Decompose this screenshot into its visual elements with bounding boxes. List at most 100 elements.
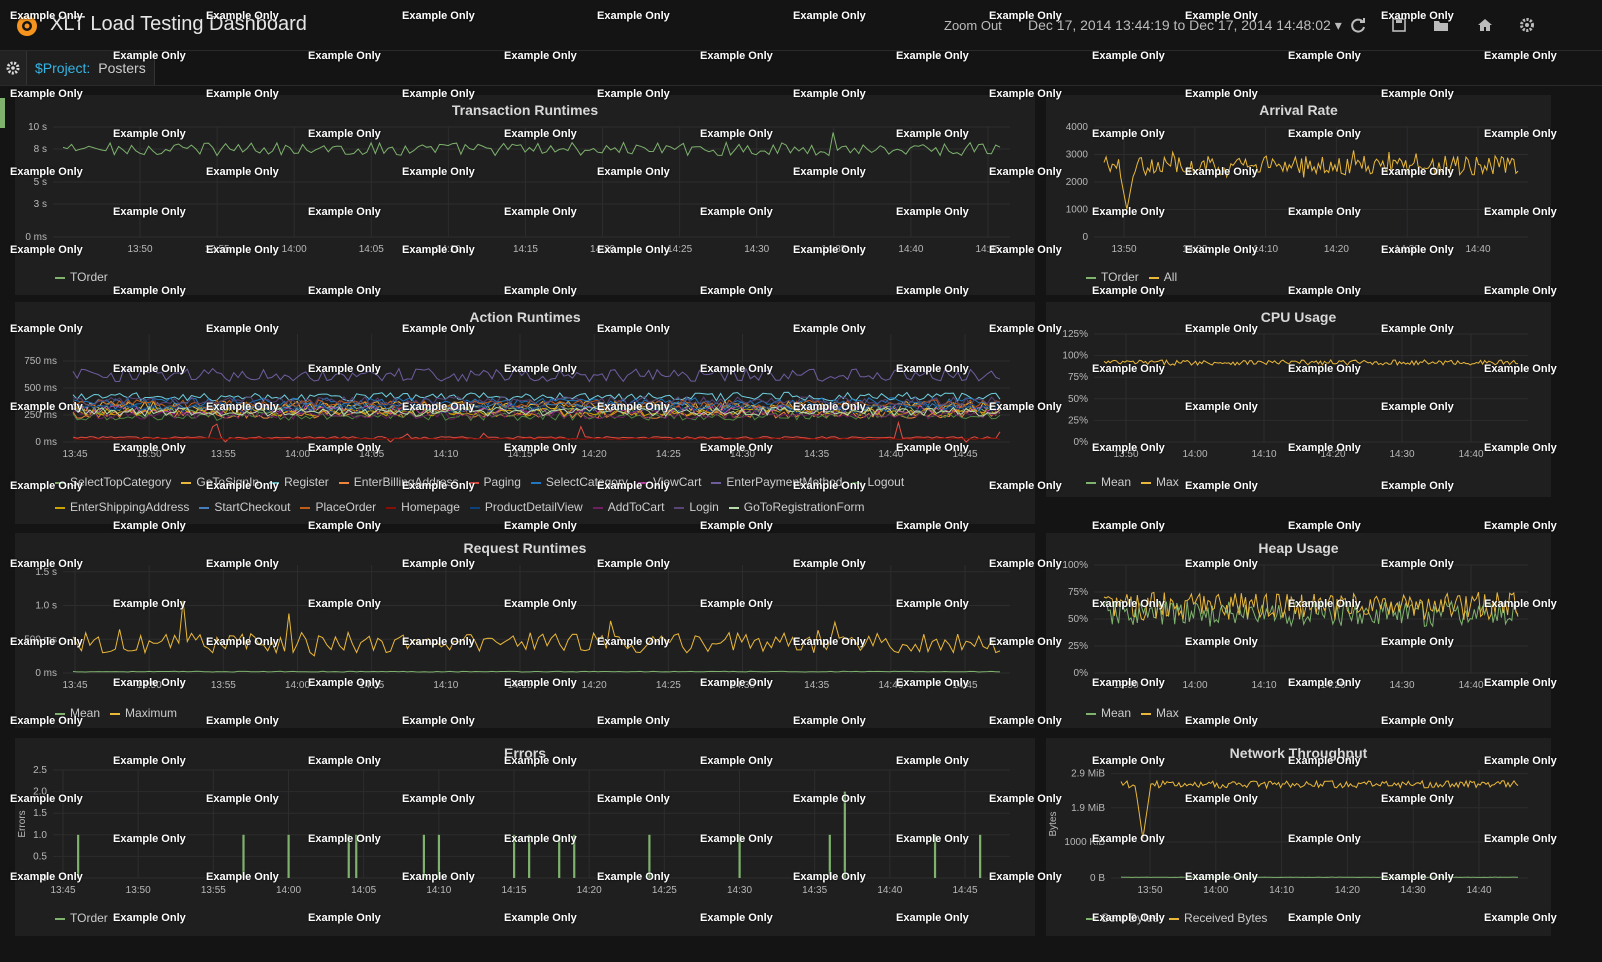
- legend-label: TOrder: [1101, 270, 1139, 284]
- legend-item[interactable]: TOrder: [55, 265, 108, 290]
- legend-item[interactable]: StartCheckout: [199, 495, 290, 520]
- legend-label: EnterShippingAddress: [70, 500, 190, 514]
- legend-item[interactable]: Paging: [468, 470, 521, 495]
- x-tick-label: 14:40: [1458, 680, 1483, 691]
- panel-title[interactable]: Action Runtimes: [469, 309, 581, 325]
- series-line-max: [1103, 591, 1519, 621]
- panel-cpu-usage: CPU Usage 0% 25% 50% 75% 100% 125% 13:50 14:00 1…: [1046, 302, 1551, 497]
- legend-item[interactable]: Mean: [55, 701, 100, 726]
- legend-item[interactable]: Mean: [1086, 470, 1131, 495]
- network-throughput-chart[interactable]: 0 B 1000 KiB 1.9 MiB 2.9 MiB 13:50 14:00 14:10…: [1046, 738, 1551, 936]
- legend-item[interactable]: Maximum: [110, 701, 177, 726]
- legend-item[interactable]: PlaceOrder: [300, 495, 376, 520]
- panel-title[interactable]: Arrival Rate: [1259, 102, 1338, 118]
- x-tick-label: 14:30: [1401, 885, 1426, 896]
- home-icon[interactable]: [1476, 16, 1494, 34]
- legend-item[interactable]: GoToRegistrationForm: [728, 495, 865, 520]
- error-bar: [528, 834, 531, 878]
- x-tick-label: 14:40: [898, 244, 923, 255]
- legend-item[interactable]: TOrder: [55, 906, 108, 931]
- legend-label: PlaceOrder: [315, 500, 377, 514]
- save-icon[interactable]: [1390, 16, 1408, 34]
- heap-usage-chart[interactable]: 0% 25% 50% 75% 100% 13:50 14:00 14:10 14:20 14:30…: [1046, 533, 1551, 728]
- x-tick-label: 14:45: [952, 885, 977, 896]
- panel-title[interactable]: Network Throughput: [1229, 745, 1368, 761]
- legend-item[interactable]: Sent Bytes: [1086, 906, 1159, 931]
- legend-item[interactable]: AddToCart: [592, 495, 664, 520]
- legend-swatch: [55, 276, 65, 279]
- series-line-register: [72, 391, 1001, 402]
- legend-swatch: [386, 506, 397, 509]
- legend-item[interactable]: Login: [674, 495, 719, 520]
- legend-item[interactable]: ViewCart: [637, 470, 701, 495]
- chart-legend: TOrder: [55, 265, 1025, 290]
- panel-title[interactable]: Transaction Runtimes: [451, 102, 599, 118]
- legend-row: Sent Bytes Received Bytes: [1086, 906, 1541, 931]
- dashboard-settings-icon[interactable]: [0, 51, 27, 85]
- x-tick-label: 14:40: [1465, 244, 1490, 255]
- legend-item[interactable]: Max: [1141, 701, 1179, 726]
- series-line-torder: [62, 132, 1001, 157]
- action-runtimes-chart[interactable]: 0 ms 250 ms 500 ms 750 ms 13:45 13:50 13:55 14:…: [15, 302, 1035, 524]
- panel-title[interactable]: Heap Usage: [1258, 540, 1339, 556]
- time-range-picker[interactable]: Dec 17, 2014 13:44:19 to Dec 17, 2014 14…: [1028, 17, 1342, 34]
- series-line-maximum: [72, 600, 1001, 657]
- request-runtimes-chart[interactable]: 0 ms 500 ms 1.0 s 1.5 s 13:45 13:50 13:55 14:00…: [15, 533, 1035, 728]
- row-marker[interactable]: [0, 98, 5, 128]
- x-tick-label: 13:45: [50, 885, 75, 896]
- legend-swatch: [674, 506, 685, 509]
- y-tick-label: 0.5: [33, 851, 47, 862]
- legend-label: Paging: [483, 475, 521, 489]
- watermark-text: Example Only: [1092, 520, 1165, 532]
- panel-title[interactable]: CPU Usage: [1260, 309, 1337, 325]
- legend-label: Mean: [1101, 706, 1132, 720]
- series-line-addtocart: [72, 409, 1001, 421]
- legend-item[interactable]: Max: [1141, 470, 1179, 495]
- legend-item[interactable]: All: [1148, 265, 1177, 290]
- y-tick-label: 75%: [1068, 587, 1088, 598]
- error-bar: [573, 834, 576, 878]
- legend-item[interactable]: SelectTopCategory: [55, 470, 171, 495]
- legend-label: Sent Bytes: [1101, 911, 1160, 925]
- arrival-rate-chart[interactable]: 0 1000 2000 3000 4000 13:50 14:00 14:10 14:20 14:…: [1046, 95, 1551, 295]
- open-folder-icon[interactable]: [1432, 16, 1450, 34]
- series-line-selectcategory: [72, 396, 1001, 407]
- legend-item[interactable]: Mean: [1086, 701, 1131, 726]
- legend-row: EnterShippingAddress StartCheckout PlaceOr…: [55, 495, 1025, 520]
- legend-item[interactable]: SelectCategory: [530, 470, 628, 495]
- legend-item[interactable]: ProductDetailView: [469, 495, 583, 520]
- legend-swatch: [469, 506, 480, 509]
- cpu-usage-chart[interactable]: 0% 25% 50% 75% 100% 125% 13:50 14:00 14:10 14:20 1…: [1046, 302, 1551, 497]
- refresh-icon[interactable]: [1349, 16, 1367, 34]
- y-tick-label: 50%: [1068, 394, 1088, 405]
- panel-title[interactable]: Request Runtimes: [463, 540, 587, 556]
- settings-icon[interactable]: [1518, 16, 1536, 34]
- panel-title[interactable]: Errors: [503, 745, 547, 761]
- legend-item[interactable]: GoToSignIn: [181, 470, 259, 495]
- legend-item[interactable]: TOrder: [1086, 265, 1139, 290]
- legend-item[interactable]: Homepage: [386, 495, 460, 520]
- grafana-logo-icon[interactable]: [14, 13, 40, 39]
- x-tick-label: 14:00: [1182, 449, 1207, 460]
- x-tick-label: 14:05: [351, 885, 376, 896]
- x-tick-label: 14:30: [730, 680, 755, 691]
- legend-item[interactable]: Received Bytes: [1169, 906, 1267, 931]
- project-variable-selector[interactable]: $Project: Posters: [27, 51, 155, 85]
- panel-errors: Errors 0 0.5 1.0 1.5 2.0 2.5 13:45 13:50 13:55 14…: [15, 738, 1035, 936]
- dashboard-title[interactable]: XLT Load Testing Dashboard: [50, 13, 307, 35]
- errors-chart[interactable]: 0 0.5 1.0 1.5 2.0 2.5 13:45 13:50 13:55 14:00 14:0…: [15, 738, 1035, 936]
- zoom-out-button[interactable]: Zoom Out: [944, 18, 1002, 33]
- transaction-runtimes-chart[interactable]: 0 ms 3 s 5 s 8 s 10 s 13:50 13:55 14:00 14:05 14:…: [15, 95, 1035, 295]
- legend-swatch: [1141, 712, 1152, 715]
- legend-item[interactable]: EnterBillingAddress: [338, 470, 459, 495]
- legend-item[interactable]: Register: [269, 470, 329, 495]
- x-tick-label: 14:10: [1253, 244, 1278, 255]
- legend-item[interactable]: EnterPaymentMethod: [711, 470, 842, 495]
- x-tick-label: 14:00: [285, 449, 310, 460]
- legend-item[interactable]: Logout: [852, 470, 904, 495]
- series-line-productdetailview: [72, 403, 1001, 414]
- y-tick-label: 4000: [1066, 122, 1089, 133]
- error-bar: [287, 834, 290, 878]
- x-tick-label: 14:20: [590, 244, 615, 255]
- legend-item[interactable]: EnterShippingAddress: [55, 495, 189, 520]
